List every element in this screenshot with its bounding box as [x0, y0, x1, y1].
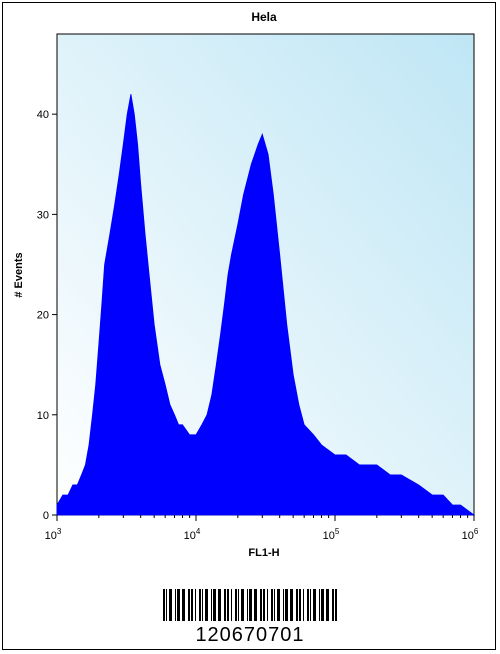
barcode-bar — [166, 589, 167, 621]
barcode-bar — [213, 589, 216, 621]
barcode-bar — [271, 589, 273, 621]
barcode-bar — [247, 589, 248, 621]
chart-frame — [2, 2, 496, 650]
y-tick-label: 20 — [37, 310, 49, 322]
barcode-bar — [274, 589, 275, 621]
barcode-bar — [249, 589, 252, 621]
y-axis: 0 10 20 30 40 — [37, 109, 57, 522]
barcode-bar — [188, 589, 190, 621]
barcode-bar — [310, 589, 311, 621]
barcode-bar — [205, 589, 208, 621]
barcode-bar — [267, 589, 268, 621]
barcode-bar — [277, 589, 280, 621]
barcode-bar — [283, 589, 284, 621]
barcode-bar — [319, 589, 320, 621]
y-tick-label: 0 — [43, 510, 49, 522]
x-axis-label: FL1-H — [248, 547, 279, 559]
y-tick-label: 40 — [37, 109, 49, 121]
barcode-bar — [163, 589, 165, 621]
barcode-bar — [299, 589, 301, 621]
barcode-bar — [285, 589, 288, 621]
barcode-bar — [241, 589, 244, 621]
barcode-bar — [313, 589, 316, 621]
x-tick-label: 106 — [462, 527, 479, 542]
barcode-bar — [199, 589, 201, 621]
barcode-bar — [235, 589, 237, 621]
barcode-bar — [332, 589, 334, 621]
y-tick-label: 30 — [37, 209, 49, 221]
x-tick-label: 104 — [184, 527, 201, 542]
barcode-bar — [169, 589, 172, 621]
barcode-bar — [254, 589, 257, 621]
barcode-bar — [303, 589, 304, 621]
barcode-bar — [227, 589, 229, 621]
barcode-bar — [335, 589, 337, 621]
barcode-bar — [177, 589, 180, 621]
barcode-bar — [260, 589, 262, 621]
barcode-bar — [231, 589, 232, 621]
chart-title: Hela — [251, 10, 277, 24]
x-tick-label: 105 — [323, 527, 340, 542]
x-axis: 103 104 105 106 — [45, 515, 479, 542]
barcode-bar — [307, 589, 309, 621]
barcode-bar — [175, 589, 176, 621]
barcode-bar — [202, 589, 203, 621]
barcode-bar — [211, 589, 212, 621]
y-axis-label: # Events — [13, 252, 25, 297]
barcode-bar — [218, 589, 221, 621]
barcode-bar — [263, 589, 265, 621]
barcode-bar — [224, 589, 226, 621]
barcode-bar — [290, 589, 293, 621]
barcode-bar — [191, 589, 193, 621]
barcode — [163, 589, 337, 621]
barcode-bar — [326, 589, 329, 621]
x-tick-label: 103 — [45, 527, 62, 542]
barcode-bar — [182, 589, 185, 621]
series-area-0 — [56, 94, 476, 516]
series-layer — [56, 94, 476, 516]
barcode-bar — [296, 589, 298, 621]
barcode-bar — [321, 589, 324, 621]
barcode-bar — [238, 589, 239, 621]
barcode-number: 120670701 — [195, 624, 304, 646]
y-tick-label: 10 — [37, 410, 49, 422]
barcode-bar — [195, 589, 196, 621]
